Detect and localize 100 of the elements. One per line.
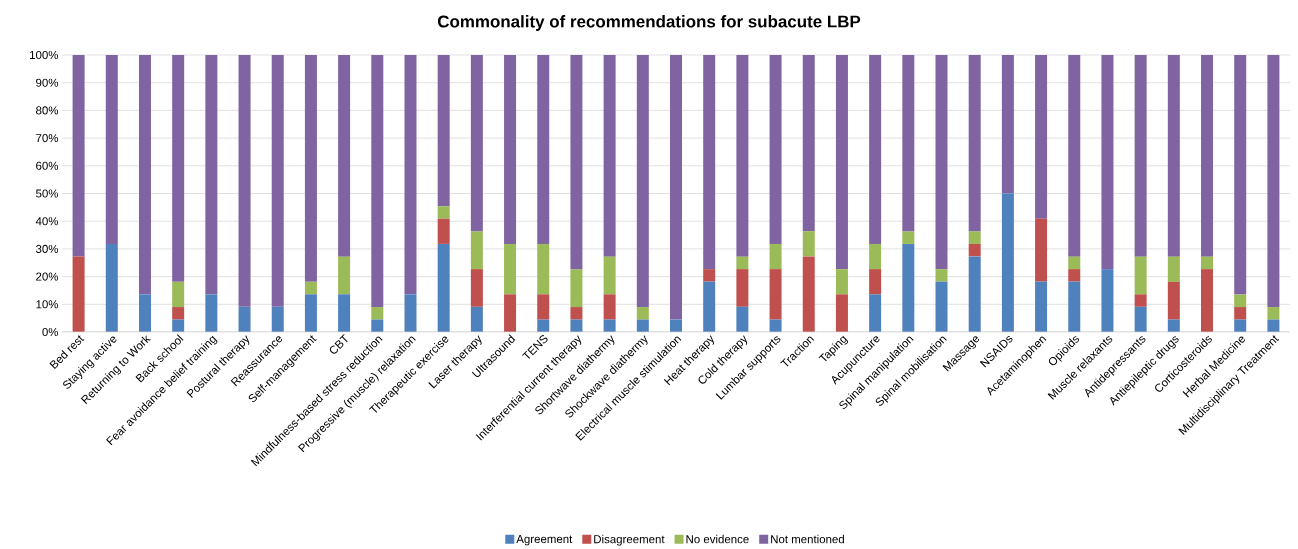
bar <box>72 55 85 257</box>
bar <box>504 243 517 295</box>
bar <box>869 269 882 295</box>
bar <box>138 294 151 332</box>
bar <box>603 294 616 320</box>
bar <box>338 256 351 295</box>
bar <box>404 294 417 332</box>
bar <box>1201 269 1214 332</box>
bar <box>769 269 782 320</box>
bar <box>835 269 848 295</box>
bar <box>504 55 517 244</box>
bar <box>736 269 749 307</box>
bar <box>869 55 882 244</box>
bar <box>105 243 118 332</box>
bar <box>304 294 317 332</box>
bar <box>105 55 118 244</box>
bar <box>72 256 85 332</box>
bar <box>172 281 185 308</box>
legend-label: Not mentioned <box>771 534 844 544</box>
bar <box>371 307 384 320</box>
bar <box>1167 281 1180 320</box>
bar <box>338 55 351 257</box>
bar <box>404 55 417 295</box>
bar <box>304 281 317 295</box>
bar <box>968 231 981 244</box>
bar <box>703 269 716 282</box>
bar <box>1035 281 1048 332</box>
bar <box>703 55 716 270</box>
bar <box>338 294 351 332</box>
bar <box>1068 55 1081 257</box>
bar <box>1234 55 1247 295</box>
bar <box>437 206 450 219</box>
bar <box>636 307 649 320</box>
bar <box>869 294 882 332</box>
bar <box>437 243 450 332</box>
bar <box>968 256 981 332</box>
bar <box>537 294 550 320</box>
bar <box>172 55 185 282</box>
bar <box>437 218 450 244</box>
bar <box>1068 281 1081 332</box>
bar <box>437 55 450 207</box>
bar <box>1068 269 1081 282</box>
bar <box>1134 55 1147 257</box>
bar <box>968 243 981 257</box>
bar <box>537 243 550 295</box>
bar <box>802 256 815 332</box>
bar <box>172 307 185 320</box>
bar <box>603 256 616 295</box>
y-tick-label: 60% <box>36 161 59 170</box>
bar <box>1234 307 1247 320</box>
bar <box>636 55 649 308</box>
bar <box>835 55 848 270</box>
bar <box>1267 55 1280 308</box>
bar <box>1001 55 1014 194</box>
bar <box>1201 256 1214 270</box>
bar <box>968 55 981 232</box>
bar <box>869 243 882 270</box>
bar <box>1134 306 1147 332</box>
bar <box>935 281 948 332</box>
bar <box>470 231 483 270</box>
bar <box>902 55 915 232</box>
bar <box>238 55 251 307</box>
bar <box>271 306 284 332</box>
y-tick-label: 100% <box>30 50 59 60</box>
bar <box>470 306 483 332</box>
bar <box>603 55 616 257</box>
bar <box>1267 307 1280 320</box>
bar <box>736 256 749 270</box>
bar <box>802 231 815 257</box>
bar <box>205 55 218 295</box>
bar <box>769 55 782 244</box>
bar <box>1035 218 1048 282</box>
bar <box>570 269 583 308</box>
y-tick-label: 20% <box>36 272 59 281</box>
bar <box>570 55 583 270</box>
y-tick-label: 50% <box>36 189 59 198</box>
y-tick-label: 30% <box>35 244 59 253</box>
bar <box>205 294 218 332</box>
bar <box>271 55 284 307</box>
bar <box>1167 256 1180 282</box>
bar <box>935 55 948 270</box>
bar <box>1134 256 1147 295</box>
bar <box>304 55 317 282</box>
bar <box>1167 55 1180 257</box>
legend-label: No evidence <box>686 534 749 544</box>
bar <box>902 231 915 244</box>
bar <box>1035 55 1048 219</box>
y-tick-label: 10% <box>36 300 59 309</box>
bar <box>238 306 251 332</box>
legend-label: Agreement <box>516 535 573 546</box>
bar <box>769 243 782 270</box>
bar <box>1101 269 1114 332</box>
bar <box>835 294 848 332</box>
bar <box>1234 294 1247 308</box>
bar <box>470 55 483 232</box>
bar <box>703 281 716 332</box>
chart-title: Commonality of recommendations for subacute LBP <box>437 15 861 31</box>
bar <box>1134 294 1147 307</box>
bar <box>1068 256 1081 270</box>
y-tick-label: 0% <box>42 327 59 337</box>
